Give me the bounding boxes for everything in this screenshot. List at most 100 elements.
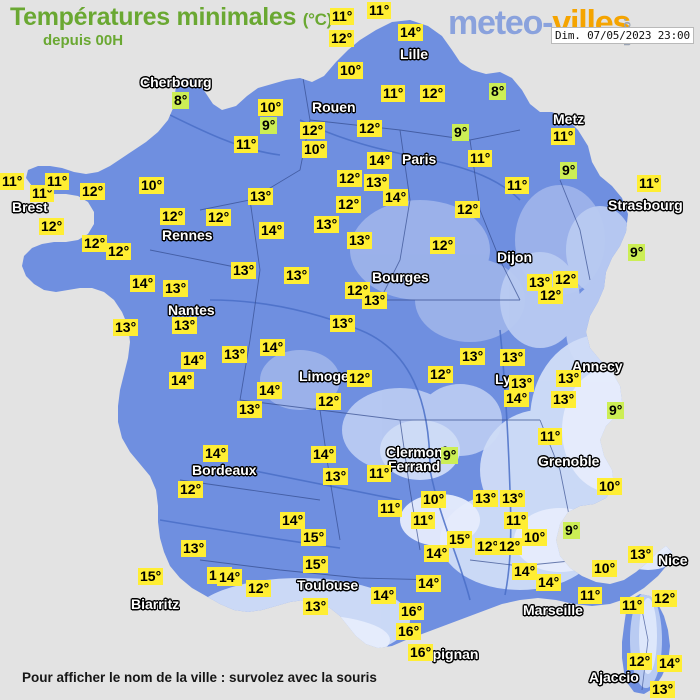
city-label[interactable]: Paris <box>402 151 437 167</box>
temperature-label[interactable]: 13° <box>231 262 257 279</box>
city-label[interactable]: Bourges <box>372 269 429 285</box>
temperature-label[interactable]: 12° <box>475 538 501 555</box>
temperature-label[interactable]: 9° <box>260 117 278 134</box>
temperature-label[interactable]: 11° <box>538 428 563 445</box>
temperature-label[interactable]: 12° <box>337 170 363 187</box>
temperature-label[interactable]: 16° <box>396 623 422 640</box>
temperature-label[interactable]: 16° <box>399 603 425 620</box>
temperature-label[interactable]: 10° <box>421 491 447 508</box>
temperature-label[interactable]: 12° <box>178 481 204 498</box>
city-label[interactable]: Dijon <box>497 249 532 265</box>
temperature-label[interactable]: 9° <box>441 447 459 464</box>
city-label[interactable]: Metz <box>553 111 585 127</box>
temperature-label[interactable]: 14° <box>181 352 207 369</box>
temperature-label[interactable]: 13° <box>314 216 340 233</box>
temperature-label[interactable]: 13° <box>650 681 676 698</box>
temperature-label[interactable]: 12° <box>497 538 523 555</box>
temperature-label[interactable]: 13° <box>181 540 207 557</box>
temperature-label[interactable]: 12° <box>106 243 132 260</box>
city-label[interactable]: Limoges <box>299 368 357 384</box>
city-label[interactable]: Grenoble <box>538 453 600 469</box>
temperature-label[interactable]: 10° <box>522 529 548 546</box>
temperature-label[interactable]: 13° <box>473 490 499 507</box>
city-label[interactable]: Brest <box>12 199 48 215</box>
temperature-label[interactable]: 13° <box>628 546 654 563</box>
temperature-label[interactable]: 12° <box>316 393 342 410</box>
temperature-label[interactable]: 13° <box>556 370 582 387</box>
temperature-label[interactable]: 12° <box>627 653 653 670</box>
temperature-label[interactable]: 13° <box>113 319 139 336</box>
temperature-label[interactable]: 12° <box>300 122 326 139</box>
city-label[interactable]: Bordeaux <box>192 462 257 478</box>
city-label[interactable]: Strasbourg <box>608 197 683 213</box>
temperature-label[interactable]: 9° <box>607 402 625 419</box>
temperature-label[interactable]: 11° <box>381 85 406 102</box>
temperature-label[interactable]: 13° <box>527 274 553 291</box>
temperature-label[interactable]: 11° <box>505 177 530 194</box>
temperature-label[interactable]: 9° <box>452 124 470 141</box>
temperature-label[interactable]: 13° <box>551 391 577 408</box>
temperature-label[interactable]: 15° <box>138 568 164 585</box>
temperature-label[interactable]: 8° <box>172 92 190 109</box>
temperature-label[interactable]: 13° <box>303 598 329 615</box>
temperature-label[interactable]: 14° <box>311 446 337 463</box>
temperature-label[interactable]: 15° <box>303 556 329 573</box>
temperature-label[interactable]: 12° <box>430 237 456 254</box>
temperature-label[interactable]: 11° <box>234 136 259 153</box>
city-label[interactable]: Clermont <box>386 444 448 460</box>
temperature-label[interactable]: 11° <box>367 465 392 482</box>
temperature-label[interactable]: 11° <box>620 597 645 614</box>
city-label[interactable]: Nice <box>658 552 688 568</box>
temperature-label[interactable]: 14° <box>217 569 243 586</box>
temperature-label[interactable]: 12° <box>246 580 272 597</box>
city-label[interactable]: Marseille <box>523 602 583 618</box>
temperature-label[interactable]: 11° <box>367 2 392 19</box>
temperature-label[interactable]: 10° <box>592 560 618 577</box>
temperature-label[interactable]: 13° <box>248 188 274 205</box>
temperature-label[interactable]: 12° <box>82 235 108 252</box>
temperature-label[interactable]: 10° <box>597 478 623 495</box>
temperature-label[interactable]: 12° <box>428 366 454 383</box>
city-label[interactable]: Cherbourg <box>140 74 212 90</box>
temperature-label[interactable]: 14° <box>130 275 156 292</box>
temperature-label[interactable]: 14° <box>512 563 538 580</box>
temperature-label[interactable]: 14° <box>416 575 442 592</box>
temperature-label[interactable]: 16° <box>408 644 434 661</box>
temperature-label[interactable]: 14° <box>257 382 283 399</box>
temperature-label[interactable]: 13° <box>330 315 356 332</box>
temperature-label[interactable]: 11° <box>330 8 355 25</box>
temperature-label[interactable]: 12° <box>329 30 355 47</box>
city-label[interactable]: Biarritz <box>131 596 180 612</box>
temperature-label[interactable]: 11° <box>578 587 603 604</box>
temperature-label[interactable]: 13° <box>362 292 388 309</box>
temperature-label[interactable]: 13° <box>500 490 526 507</box>
city-label[interactable]: Lille <box>400 46 429 62</box>
city-label[interactable]: Rennes <box>162 227 213 243</box>
temperature-label[interactable]: 14° <box>504 390 530 407</box>
temperature-label[interactable]: 13° <box>237 401 263 418</box>
temperature-label[interactable]: 12° <box>538 287 564 304</box>
city-label[interactable]: Toulouse <box>297 577 359 593</box>
temperature-label[interactable]: 12° <box>160 208 186 225</box>
temperature-label[interactable]: 13° <box>347 232 373 249</box>
temperature-label[interactable]: 11° <box>551 128 576 145</box>
temperature-label[interactable]: 15° <box>447 531 473 548</box>
temperature-label[interactable]: 13° <box>460 348 486 365</box>
temperature-label[interactable]: 13° <box>364 174 390 191</box>
temperature-label[interactable]: 12° <box>357 120 383 137</box>
temperature-label[interactable]: 12° <box>347 370 373 387</box>
temperature-label[interactable]: 12° <box>455 201 481 218</box>
temperature-label[interactable]: 11° <box>504 512 529 529</box>
temperature-label[interactable]: 12° <box>80 183 106 200</box>
temperature-label[interactable]: 12° <box>553 271 579 288</box>
temperature-label[interactable]: 14° <box>657 655 683 672</box>
temperature-label[interactable]: 13° <box>284 267 310 284</box>
temperature-label[interactable]: 14° <box>398 24 424 41</box>
temperature-label[interactable]: 11° <box>378 500 403 517</box>
temperature-label[interactable]: 11° <box>468 150 493 167</box>
temperature-label[interactable]: 14° <box>536 574 562 591</box>
temperature-label[interactable]: 10° <box>338 62 364 79</box>
temperature-label[interactable]: 12° <box>420 85 446 102</box>
temperature-label[interactable]: 12° <box>336 196 362 213</box>
temperature-label[interactable]: 9° <box>628 244 646 261</box>
